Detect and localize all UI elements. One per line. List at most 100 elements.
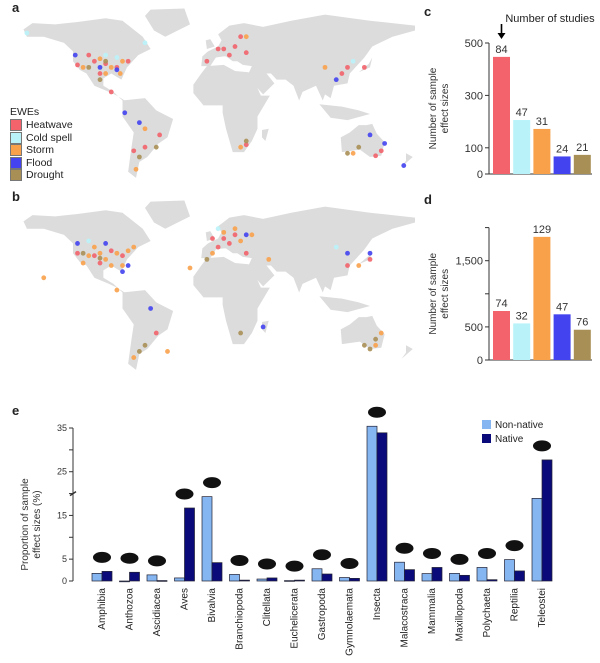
point-drought bbox=[361, 342, 367, 348]
legend-label: Native bbox=[495, 434, 524, 445]
point-drought bbox=[103, 58, 109, 64]
bar-euchelicerata-non-native bbox=[284, 580, 295, 582]
y-axis-label-line: Proportion of sample bbox=[20, 478, 31, 571]
landmass-indonesia bbox=[319, 104, 370, 121]
legend-swatch bbox=[10, 156, 22, 169]
landmass-eurasia bbox=[201, 14, 415, 101]
point-heatwave bbox=[210, 236, 215, 241]
legend-label: Storm bbox=[26, 144, 55, 157]
point-heatwave bbox=[232, 44, 238, 49]
legend-label: Non-native bbox=[495, 420, 544, 431]
point-heatwave bbox=[120, 253, 125, 259]
category-label: Mammalia bbox=[427, 588, 438, 635]
y-tick-label: 500 bbox=[465, 322, 483, 334]
point-heatwave bbox=[86, 52, 92, 58]
point-heatwave bbox=[204, 58, 210, 64]
point-cold-spell bbox=[86, 238, 92, 244]
category-label: Malacostraca bbox=[400, 588, 411, 648]
point-storm bbox=[131, 244, 137, 250]
point-flood bbox=[97, 64, 103, 70]
data-label: 21 bbox=[576, 142, 588, 154]
bar-amphibia-non-native bbox=[91, 573, 103, 582]
panel-label-a: a bbox=[12, 0, 20, 15]
panel-label-b: b bbox=[12, 189, 20, 204]
y-tick-label: 35 bbox=[57, 423, 67, 433]
data-label: 76 bbox=[576, 317, 588, 329]
point-heatwave bbox=[215, 244, 221, 250]
category-label: Maxillopoda bbox=[455, 588, 466, 642]
point-storm bbox=[187, 265, 193, 271]
point-heatwave bbox=[226, 52, 232, 58]
point-storm bbox=[131, 355, 137, 360]
category-label: Amphibia bbox=[97, 588, 108, 630]
point-heatwave bbox=[157, 132, 163, 138]
water-flea-icon bbox=[230, 554, 249, 566]
landmass-madagascar bbox=[262, 128, 269, 142]
point-heatwave bbox=[373, 153, 379, 159]
bar-anthozoa-non-native bbox=[119, 580, 130, 583]
point-heatwave bbox=[345, 64, 350, 70]
landmass-greenland bbox=[145, 200, 190, 229]
y-axis-label-line: effect sizes bbox=[440, 84, 451, 134]
bar-malacostraca-non-native bbox=[394, 561, 405, 582]
y-tick-label: 0 bbox=[62, 576, 67, 586]
point-heatwave bbox=[125, 58, 131, 64]
y-axis-label: Number of sampleeffect sizes bbox=[428, 253, 451, 335]
point-flood bbox=[122, 110, 128, 116]
legend-item: Heatwave bbox=[10, 119, 73, 132]
tunicate-icon bbox=[148, 555, 166, 567]
data-label: 31 bbox=[536, 116, 548, 128]
point-drought bbox=[238, 330, 244, 336]
bar-polychaeta-non-native bbox=[476, 567, 488, 582]
point-heatwave bbox=[345, 263, 350, 268]
chart-d: 0 500 1,500 Number of sampleeffect sizes 74 3… bbox=[428, 224, 592, 367]
point-flood bbox=[120, 269, 125, 275]
legend-swatch bbox=[482, 434, 491, 443]
landmass-new-zealand bbox=[401, 345, 413, 359]
point-storm bbox=[80, 64, 86, 70]
fish-icon bbox=[533, 440, 551, 452]
bar-mammalia-native bbox=[431, 567, 443, 582]
point-cold-spell bbox=[215, 226, 221, 232]
point-storm bbox=[350, 150, 356, 156]
point-storm bbox=[125, 248, 131, 254]
point-heatwave bbox=[243, 50, 249, 56]
legend-swatch bbox=[10, 144, 22, 157]
point-drought bbox=[345, 150, 350, 156]
legend-label: Flood bbox=[26, 156, 53, 169]
map-a bbox=[23, 8, 415, 178]
point-flood bbox=[382, 141, 388, 146]
point-flood bbox=[72, 52, 78, 58]
rodent-icon bbox=[423, 547, 441, 559]
panel-label-e: e bbox=[12, 403, 20, 418]
y-tick-label: 0 bbox=[477, 169, 483, 181]
bar-flood bbox=[553, 156, 571, 174]
y-axis-label-line: Number of sample bbox=[428, 253, 439, 335]
point-storm bbox=[221, 229, 227, 235]
bar-insecta-non-native bbox=[366, 425, 378, 582]
legend-swatch bbox=[10, 119, 22, 132]
y-tick-label: 25 bbox=[57, 467, 67, 477]
point-drought bbox=[142, 342, 148, 348]
point-storm bbox=[266, 256, 272, 262]
category-label: Aves bbox=[180, 588, 191, 610]
category-label: Euchelicerata bbox=[290, 588, 301, 649]
point-storm bbox=[238, 238, 244, 244]
point-storm bbox=[103, 71, 109, 76]
bar-ascidiacea-native bbox=[156, 580, 168, 582]
bar-aves-native bbox=[184, 507, 195, 582]
point-flood bbox=[75, 241, 80, 246]
y-axis-label-line: effect sizes (%) bbox=[32, 490, 43, 558]
point-heatwave bbox=[221, 236, 227, 241]
point-storm bbox=[103, 256, 109, 262]
landmass-greenland bbox=[145, 8, 190, 37]
landmass-south-america bbox=[122, 290, 174, 370]
point-storm bbox=[232, 226, 238, 232]
y-axis-label: Proportion of sampleeffect sizes (%) bbox=[20, 478, 43, 571]
bar-reptilia-native bbox=[514, 570, 525, 582]
point-flood bbox=[136, 120, 142, 126]
legend-swatch bbox=[482, 420, 491, 429]
bar-maxillopoda-non-native bbox=[449, 573, 460, 582]
point-heatwave bbox=[91, 58, 97, 64]
point-heatwave bbox=[243, 250, 249, 256]
